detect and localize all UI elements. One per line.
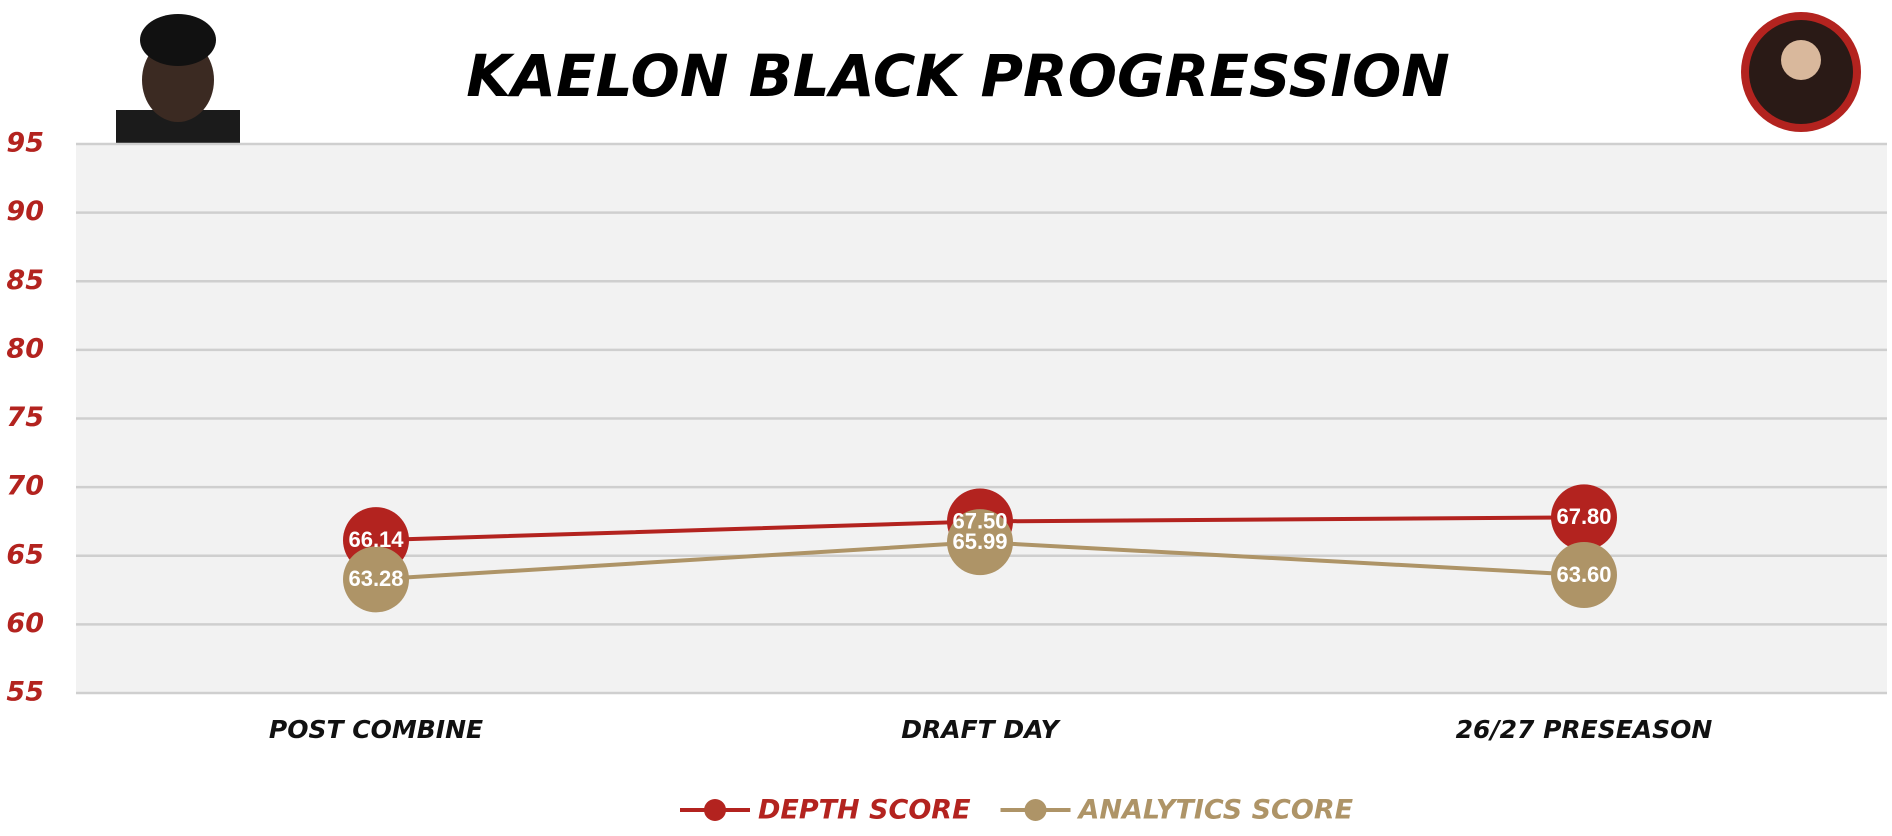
y-tick-label: 70 xyxy=(6,471,44,502)
y-tick-label: 80 xyxy=(6,333,44,364)
y-tick-label: 90 xyxy=(6,196,44,227)
marker xyxy=(1551,484,1617,551)
legend-label: ANALYTICS SCORE xyxy=(1077,795,1354,826)
legend-marker xyxy=(704,799,726,821)
team-logo xyxy=(1741,12,1861,132)
y-tick-label: 75 xyxy=(6,402,44,433)
marker xyxy=(343,546,409,613)
y-tick-label: 65 xyxy=(6,539,44,570)
marker xyxy=(947,509,1013,576)
legend-label: DEPTH SCORE xyxy=(758,795,971,826)
data-label: 63.60 xyxy=(1556,562,1611,587)
chart-title: KAELON BLACK PROGRESSION xyxy=(466,42,1450,110)
x-tick-label: 26/27 PRESEASON xyxy=(1456,715,1713,744)
marker xyxy=(1551,541,1617,608)
data-label: 66.14 xyxy=(348,527,404,552)
y-tick-label: 95 xyxy=(6,128,44,159)
data-label: 65.99 xyxy=(952,529,1007,554)
legend-marker xyxy=(1024,799,1047,821)
y-tick-label: 60 xyxy=(6,608,44,639)
data-label: 63.28 xyxy=(348,566,403,591)
x-tick-label: DRAFT DAY xyxy=(901,715,1061,744)
y-tick-label: 85 xyxy=(6,265,44,296)
y-tick-label: 55 xyxy=(6,677,44,708)
data-label: 67.50 xyxy=(952,508,1007,533)
player-photo xyxy=(116,14,240,144)
legend: DEPTH SCORE ANALYTICS SCORE xyxy=(680,795,1354,826)
x-tick-label: POST COMBINE xyxy=(269,715,483,744)
data-label: 67.80 xyxy=(1556,504,1611,529)
